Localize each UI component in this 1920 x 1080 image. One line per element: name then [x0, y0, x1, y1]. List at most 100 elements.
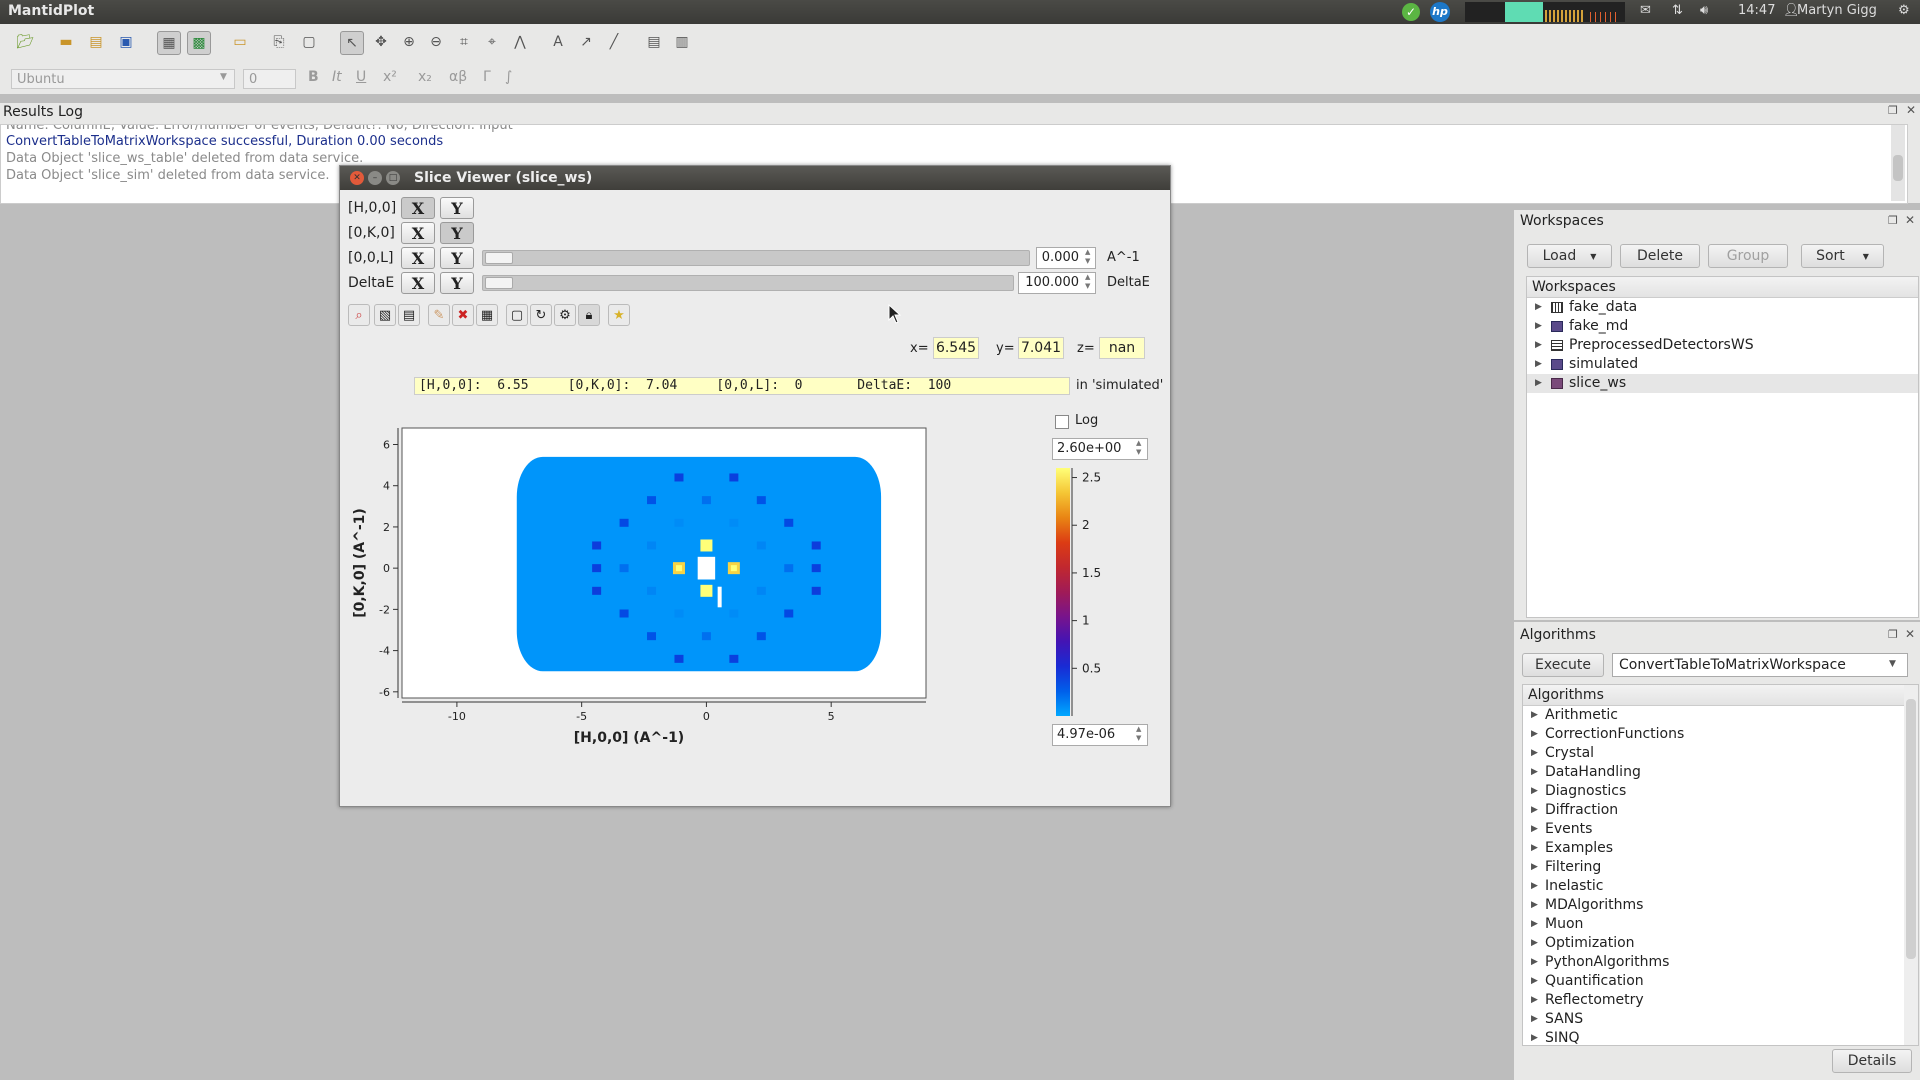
float-dock-icon[interactable]: ❐	[1888, 628, 1898, 641]
algorithm-category[interactable]: ▶ Quantification	[1523, 972, 1918, 991]
zoom-icon[interactable]: ⌕	[348, 304, 370, 326]
workspace-tree[interactable]: Workspaces ▶ fake_data ▶ fake_md ▶ Prepr…	[1526, 276, 1919, 618]
rescale-color-icon[interactable]: ▧	[374, 304, 396, 326]
slider-handle[interactable]	[485, 277, 513, 289]
expand-arrow-icon[interactable]: ▶	[1535, 378, 1542, 388]
expand-arrow-icon[interactable]: ▶	[1531, 843, 1538, 853]
spin-arrows-icon[interactable]: ▲ ▼	[1136, 439, 1142, 456]
expand-arrow-icon[interactable]: ▶	[1531, 919, 1538, 929]
lock-icon[interactable]: 🔒︎	[578, 304, 600, 326]
algorithm-category[interactable]: ▶ Optimization	[1523, 934, 1918, 953]
expand-arrow-icon[interactable]: ▶	[1531, 1033, 1538, 1043]
clock[interactable]: 14:47	[1738, 3, 1776, 18]
grid-icon[interactable]: ▦	[476, 304, 498, 326]
zoom-out-icon[interactable]: ⊖	[430, 34, 442, 50]
expand-arrow-icon[interactable]: ▶	[1531, 900, 1538, 910]
algorithm-category[interactable]: ▶ Inelastic	[1523, 877, 1918, 896]
workspace-item-slice-ws[interactable]: ▶ slice_ws	[1527, 374, 1918, 393]
algorithm-category[interactable]: ▶ DataHandling	[1523, 763, 1918, 782]
rescale-icon[interactable]: ⌗	[460, 34, 468, 50]
expand-arrow-icon[interactable]: ▶	[1531, 976, 1538, 986]
network-icon[interactable]: ⇅	[1672, 3, 1683, 18]
slice-viewer-titlebar[interactable]: ✕ – □ Slice Viewer (slice_ws)	[340, 166, 1170, 190]
expand-arrow-icon[interactable]: ▶	[1531, 862, 1538, 872]
algorithm-category[interactable]: ▶ Crystal	[1523, 744, 1918, 763]
expand-arrow-icon[interactable]: ▶	[1535, 302, 1542, 312]
dim-h-y-button[interactable]: Y	[440, 197, 474, 219]
expand-arrow-icon[interactable]: ▶	[1531, 881, 1538, 891]
workspace-item-fake-data[interactable]: ▶ fake_data	[1527, 298, 1918, 317]
add-line-icon[interactable]: ╱	[609, 34, 619, 50]
draw-line-icon[interactable]: ✎	[428, 304, 450, 326]
algorithm-category[interactable]: ▶ SANS	[1523, 1010, 1918, 1029]
expand-arrow-icon[interactable]: ▶	[1531, 824, 1538, 834]
expand-arrow-icon[interactable]: ▶	[1531, 710, 1538, 720]
algorithm-category[interactable]: ▶ MDAlgorithms	[1523, 896, 1918, 915]
dim-l-x-button[interactable]: X	[401, 247, 435, 269]
new-table-icon[interactable]: ▦	[157, 31, 181, 55]
log-checkbox[interactable]	[1055, 415, 1069, 429]
sort-button[interactable]: Sort ▼	[1801, 244, 1884, 268]
expand-arrow-icon[interactable]: ▶	[1531, 995, 1538, 1005]
float-dock-icon[interactable]: ❐	[1888, 214, 1898, 227]
expand-arrow-icon[interactable]: ▶	[1535, 340, 1542, 350]
add-formula-icon[interactable]: ▤	[647, 34, 661, 50]
chevron-down-icon[interactable]: ▼	[1889, 659, 1896, 669]
close-icon[interactable]: ✕	[350, 171, 364, 185]
bold-button[interactable]: B	[308, 69, 319, 85]
scrollbar[interactable]	[1891, 125, 1905, 201]
font-family-select[interactable]: Ubuntu	[11, 69, 235, 89]
zoom-in-icon[interactable]: ⊕	[403, 34, 415, 50]
paste-icon[interactable]: ▢	[302, 34, 316, 50]
algorithm-category[interactable]: ▶ PythonAlgorithms	[1523, 953, 1918, 972]
workspace-item-fake-md[interactable]: ▶ fake_md	[1527, 317, 1918, 336]
close-icon[interactable]: ✕	[1905, 213, 1916, 227]
workspace-item-preprocessed-detectors-ws[interactable]: ▶ PreprocessedDetectorsWS	[1527, 336, 1918, 355]
expand-arrow-icon[interactable]: ▶	[1531, 1014, 1538, 1024]
mail-icon[interactable]: ✉	[1640, 3, 1651, 18]
slice-plot[interactable]: -10 -5 0 5 -6 -4 -2 0 2 4 6 [H,0,0] (A^-1) [0,K,0] (…	[340, 406, 1040, 806]
subscript-button[interactable]: x₂	[418, 69, 432, 85]
expand-arrow-icon[interactable]: ▶	[1531, 786, 1538, 796]
check-status-icon[interactable]: ✓	[1402, 3, 1420, 21]
chevron-down-icon[interactable]: ▼	[220, 72, 227, 82]
dim-l-y-button[interactable]: Y	[440, 247, 474, 269]
algorithm-category[interactable]: ▶ Events	[1523, 820, 1918, 839]
data-reader-icon[interactable]: ⌖	[488, 34, 496, 50]
details-button[interactable]: Details	[1832, 1049, 1912, 1073]
peaks-overlay-icon[interactable]: ▢	[506, 304, 528, 326]
gear-icon[interactable]: ⚙	[1898, 3, 1910, 18]
results-log-text[interactable]: Name: ColumnE, Value: Error/number of ev…	[0, 124, 1908, 204]
open-project-icon[interactable]: 📂︎	[16, 34, 34, 50]
algorithm-category[interactable]: ▶ Examples	[1523, 839, 1918, 858]
maximize-icon[interactable]: □	[386, 171, 400, 185]
algorithm-category[interactable]: ▶ CorrectionFunctions	[1523, 725, 1918, 744]
open-file-icon[interactable]: ▤	[89, 34, 103, 50]
algorithm-category[interactable]: ▶ SINQ	[1523, 1029, 1918, 1045]
load-button[interactable]: Load ▼	[1527, 244, 1612, 268]
dim-e-x-button[interactable]: X	[401, 272, 435, 294]
open-folder-icon[interactable]: ▬	[59, 34, 73, 50]
copy-icon[interactable]: ⎘	[273, 34, 285, 50]
minimize-icon[interactable]: –	[368, 171, 382, 185]
add-arrow-icon[interactable]: ↗	[580, 34, 592, 50]
italic-button[interactable]: It	[332, 69, 342, 85]
save-project-icon[interactable]: ▣	[119, 34, 133, 50]
dim-l-slider[interactable]	[482, 250, 1030, 266]
greek-lower-button[interactable]: αβ	[449, 69, 468, 85]
float-dock-icon[interactable]: ❐	[1888, 104, 1898, 117]
spin-arrows-icon[interactable]: ▲ ▼	[1085, 248, 1091, 265]
expand-arrow-icon[interactable]: ▶	[1531, 748, 1538, 758]
dim-k-y-button[interactable]: Y	[440, 222, 474, 244]
color-scale-icon[interactable]: ▤	[398, 304, 420, 326]
close-icon[interactable]: ✕	[1905, 627, 1916, 641]
color-max-spinbox[interactable]: 2.60e+00	[1052, 438, 1148, 460]
algorithm-category[interactable]: ▶ Arithmetic	[1523, 706, 1918, 725]
algorithm-category[interactable]: ▶ Filtering	[1523, 858, 1918, 877]
dim-h-x-button[interactable]: X	[401, 197, 435, 219]
superscript-button[interactable]: x²	[383, 69, 397, 85]
star-icon[interactable]: ★	[608, 304, 630, 326]
new-matrix-icon[interactable]: ▩	[187, 31, 211, 55]
workspace-item-simulated[interactable]: ▶ simulated	[1527, 355, 1918, 374]
expand-arrow-icon[interactable]: ▶	[1531, 957, 1538, 967]
